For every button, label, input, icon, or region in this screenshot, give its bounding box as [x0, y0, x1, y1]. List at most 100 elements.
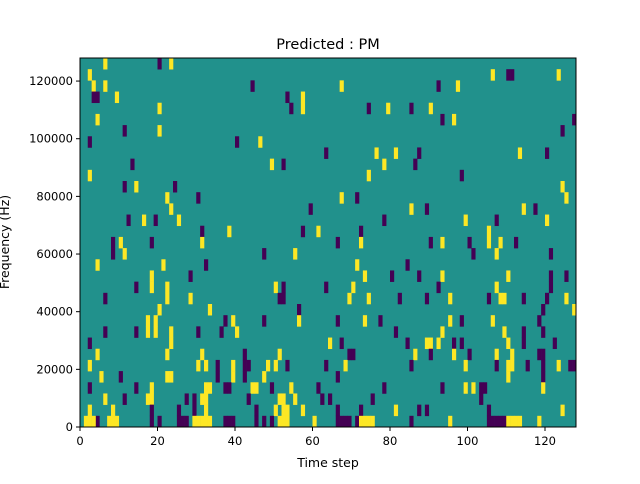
heatmap-cell-high — [277, 348, 282, 361]
x-tick-label: 60 — [305, 434, 320, 448]
heatmap-cell-low — [316, 382, 321, 394]
heatmap-cell-low — [486, 404, 492, 417]
heatmap-cell-high — [149, 393, 154, 405]
heatmap-cell-low — [436, 281, 441, 294]
heatmap-cell-high — [440, 326, 445, 338]
heatmap-cell-high — [165, 281, 170, 294]
heatmap-cell-low — [533, 203, 538, 215]
heatmap-cell-low — [223, 315, 228, 327]
heatmap-cell-high — [424, 337, 430, 350]
heatmap-cell-high — [231, 359, 236, 372]
heatmap-cell-low — [548, 281, 554, 294]
heatmap-cell-low — [479, 393, 484, 405]
heatmap-cell-high — [153, 315, 158, 327]
heatmap-cell-high — [122, 248, 127, 260]
heatmap-cell-low — [320, 393, 325, 405]
heatmap-cell-high — [362, 270, 368, 282]
heatmap-cell-high — [293, 248, 298, 260]
heatmap-cell-low — [452, 337, 457, 350]
heatmap-cell-low — [297, 304, 302, 316]
heatmap-cell-high — [250, 382, 255, 394]
heatmap-cells — [80, 58, 577, 428]
heatmap-cell-high — [339, 192, 344, 204]
heatmap-cell-low — [111, 248, 116, 260]
heatmap-cell-high — [502, 326, 507, 338]
heatmap-cell-high — [409, 203, 414, 215]
heatmap-cell-low — [343, 415, 348, 428]
x-tick-label: 20 — [150, 434, 165, 448]
heatmap-cell-high — [103, 58, 108, 70]
heatmap-cell-low — [281, 281, 286, 294]
heatmap-cell-low — [428, 236, 433, 249]
heatmap-cell-high — [297, 315, 302, 327]
heatmap-cell-low — [192, 393, 197, 405]
heatmap-cell-high — [273, 359, 278, 372]
heatmap-cell-high — [494, 248, 499, 260]
heatmap-cell-high — [262, 371, 267, 383]
heatmap-cell-low — [510, 69, 515, 81]
y-tick-label: 0 — [66, 420, 73, 434]
heatmap-cell-low — [103, 326, 108, 338]
heatmap-cell-high — [169, 58, 174, 70]
y-tick-label: 80000 — [36, 189, 73, 203]
heatmap-cell-low — [560, 125, 565, 137]
heatmap-cell-high — [560, 181, 565, 193]
heatmap-cell-high — [207, 304, 213, 316]
heatmap-cell-low — [149, 236, 154, 249]
heatmap-cell-high — [362, 315, 368, 327]
heatmap-cell-high — [254, 382, 259, 394]
heatmap-cell-low — [192, 404, 197, 417]
heatmap-cell-high — [169, 326, 174, 338]
heatmap-cell-high — [95, 259, 100, 271]
heatmap-cell-high — [269, 158, 275, 171]
heatmap-cell-low — [149, 415, 154, 428]
heatmap-cell-low — [494, 214, 499, 227]
heatmap-cell-high — [157, 102, 162, 115]
heatmap-cell-high — [176, 214, 182, 227]
heatmap-cell-low — [440, 382, 445, 394]
heatmap-cell-low — [359, 404, 364, 417]
heatmap-cell-high — [471, 382, 476, 394]
heatmap-cell-high — [347, 292, 352, 305]
heatmap-cell-high — [386, 102, 391, 115]
x-tick-label: 40 — [228, 434, 243, 448]
heatmap-cell-low — [242, 371, 247, 383]
heatmap-cell-low — [254, 415, 259, 428]
heatmap-cell-high — [359, 236, 364, 249]
heatmap-cell-low — [173, 181, 178, 193]
heatmap-cell-low — [494, 415, 499, 428]
heatmap-cell-high — [359, 415, 364, 428]
heatmap-cell-low — [254, 404, 259, 417]
heatmap-cell-high — [204, 359, 209, 372]
heatmap-cell-low — [122, 125, 127, 137]
heatmap-cell-high — [188, 292, 193, 305]
heatmap-cell-high — [157, 125, 162, 137]
x-axis: 0 20 40 60 80 100 120 — [76, 427, 556, 448]
heatmap-cell-high — [258, 136, 263, 148]
heatmap-cell-low — [405, 337, 410, 350]
heatmap-cell-high — [231, 371, 236, 383]
heatmap-cell-low — [87, 337, 92, 350]
heatmap-cell-low — [572, 359, 577, 372]
heatmap-cell-high — [312, 415, 317, 428]
heatmap-cell-high — [227, 225, 232, 238]
heatmap-cell-low — [184, 393, 189, 405]
heatmap-cell-low — [157, 415, 162, 428]
heatmap-cell-low — [184, 415, 189, 428]
heatmap-cell-high — [486, 236, 492, 249]
heatmap-cell-high — [300, 91, 306, 104]
heatmap-cell-low — [471, 248, 476, 260]
heatmap-cell-high — [366, 169, 371, 182]
heatmap-cell-low — [269, 415, 275, 428]
heatmap-cell-high — [103, 80, 108, 92]
heatmap-cell-low — [479, 382, 484, 394]
heatmap-cell-low — [223, 415, 228, 428]
heatmap-cell-low — [219, 326, 224, 338]
heatmap-cell-high — [277, 415, 282, 428]
heatmap-cell-low — [548, 248, 554, 260]
heatmap-cell-low — [242, 359, 247, 372]
heatmap-cell-low — [324, 281, 329, 294]
heatmap-cell-high — [200, 348, 205, 361]
heatmap-cell-low — [200, 225, 205, 238]
axes-frame — [79, 57, 577, 428]
